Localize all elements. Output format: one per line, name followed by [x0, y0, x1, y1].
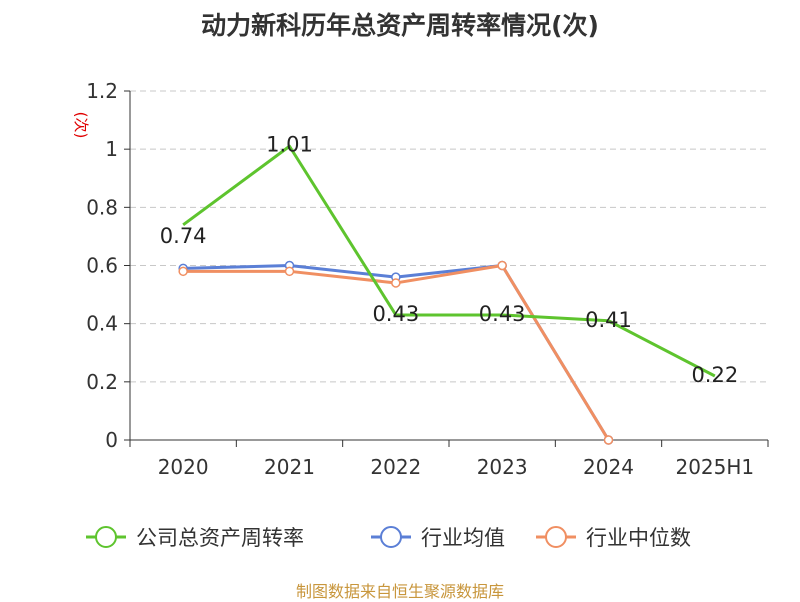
data-label: 1.01: [266, 132, 313, 156]
series-line: [183, 264, 610, 441]
legend-label: 行业均值: [421, 526, 505, 550]
x-tick-label: 2021: [264, 455, 315, 479]
data-label: 0.22: [691, 363, 738, 387]
legend-label: 行业中位数: [586, 526, 691, 550]
data-point: [603, 435, 614, 445]
y-tick-label: 0: [105, 428, 118, 452]
x-tick-label: 2022: [370, 455, 421, 479]
data-label: 0.74: [160, 224, 207, 248]
y-tick-label: 1: [105, 137, 118, 161]
y-tick-label: 0.6: [86, 254, 118, 278]
y-tick-label: 0.8: [86, 195, 118, 219]
chart-title: 动力新科历年总资产周转率情况(次): [201, 11, 599, 40]
x-tick-label: 2025H1: [675, 455, 754, 479]
source-note: 制图数据来自恒生聚源数据库: [295, 582, 504, 601]
y-axis-label: (次): [72, 112, 90, 139]
legend-marker: [95, 526, 117, 548]
legend-marker: [545, 526, 567, 548]
data-point: [178, 266, 188, 277]
legend-marker: [380, 526, 402, 548]
legend-label: 公司总资产周转率: [136, 526, 304, 550]
series-line: [182, 144, 716, 378]
data-point: [284, 266, 295, 277]
x-tick-label: 2020: [158, 455, 209, 479]
series-line: [183, 264, 610, 441]
data-label: 0.43: [372, 302, 419, 326]
data-point: [497, 260, 507, 271]
data-point: [391, 278, 401, 288]
data-label: 0.41: [585, 308, 632, 332]
data-label: 0.43: [479, 302, 526, 326]
y-tick-label: 0.2: [86, 370, 118, 394]
x-tick-label: 2024: [583, 455, 634, 479]
y-tick-label: 1.2: [86, 79, 118, 103]
x-tick-label: 2023: [477, 455, 528, 479]
y-tick-label: 0.4: [86, 312, 118, 336]
